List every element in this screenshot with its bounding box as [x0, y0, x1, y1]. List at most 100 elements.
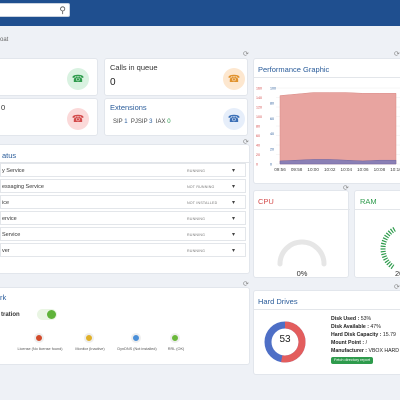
service-row[interactable]: y Service RUNNING ▾: [0, 163, 246, 177]
manufacturer-value: VBOX HARD: [368, 348, 400, 354]
pjsip-value: 3: [149, 119, 153, 125]
iax-label: IAX: [155, 119, 166, 125]
chevron-down-icon[interactable]: ▾: [232, 200, 236, 206]
fetch-directory-report-button[interactable]: Fetch directory report: [331, 357, 374, 364]
y-tick-left: 100: [256, 115, 262, 119]
refresh-icon[interactable]: ⟳: [243, 281, 249, 288]
y-tick-right: 20: [270, 147, 274, 151]
disk-usage-donut: [264, 321, 306, 363]
service-name: ice: [2, 200, 10, 206]
status-panel-title: atus: [2, 151, 17, 160]
service-status: RUNNING: [187, 249, 206, 253]
service-row[interactable]: ver RUNNING ▾: [0, 243, 246, 257]
network-panel-title: rk: [0, 293, 7, 302]
pjsip-label: PJSIP: [130, 119, 148, 125]
license-status-dot: [34, 333, 44, 343]
iax-value: 0: [167, 119, 171, 125]
service-name: y Service: [2, 168, 25, 174]
service-status: RUNNING: [187, 233, 206, 237]
cpu-title: CPU: [258, 197, 274, 206]
performance-title: Performance Graphic: [258, 65, 330, 74]
hard-drives-title: Hard Drives: [258, 297, 298, 306]
calls-card: ☎: [0, 58, 98, 96]
chevron-down-icon[interactable]: ▾: [232, 168, 236, 174]
y-tick-right: 100: [270, 87, 276, 91]
sip-value: 1: [124, 119, 128, 125]
y-tick-right: 0: [270, 163, 272, 167]
extensions-counts: SIP 1 PJSIP 3 IAX 0: [113, 119, 171, 125]
y-tick-right: 80: [270, 102, 274, 106]
service-row[interactable]: ervice RUNNING ▾: [0, 211, 246, 225]
phone-missed-icon: ☎: [67, 108, 89, 130]
service-row[interactable]: essaging Service NOT RUNNING ▾: [0, 179, 246, 193]
x-tick-label: 10:00: [307, 167, 319, 172]
refresh-icon[interactable]: ⟳: [343, 185, 349, 192]
capacity-label: Hard Disk Capacity :: [331, 332, 382, 338]
phone-icon: ☎: [223, 68, 245, 90]
manufacturer-label: Manufacturer :: [331, 348, 368, 354]
missed-calls-card: 0 ☎: [0, 98, 98, 136]
toggle-knob: [47, 310, 56, 319]
refresh-icon[interactable]: ⟳: [243, 51, 249, 58]
disk-used-arc: [264, 321, 306, 363]
service-name: ervice: [2, 216, 17, 222]
x-tick-label: 10:06: [357, 167, 369, 172]
ram-panel: RAM 20: [354, 190, 400, 278]
registration-label: tration: [1, 312, 20, 318]
license-label: Monitor (Inactive): [75, 347, 105, 351]
manufacturer-row: Manufacturer : VBOX HARD: [331, 348, 399, 354]
extensions-card: Extensions SIP 1 PJSIP 3 IAX 0 ☎: [104, 98, 248, 136]
x-tick-label: 09:56: [274, 167, 286, 172]
network-panel: rk tration: [0, 287, 250, 365]
search-icon[interactable]: ⚲: [59, 5, 66, 15]
y-tick-right: 40: [270, 132, 274, 136]
cpu-gauge: [277, 239, 327, 267]
license-status-dot: [84, 333, 94, 343]
service-status: NOT INSTALLED: [187, 201, 218, 205]
chevron-down-icon[interactable]: ▾: [232, 248, 236, 254]
calls-in-queue-label: Calls in queue: [110, 63, 158, 72]
service-status: NOT RUNNING: [187, 185, 215, 189]
capacity-row: Hard Disk Capacity : 15.79: [331, 332, 396, 338]
service-status: RUNNING: [187, 169, 206, 173]
chevron-down-icon[interactable]: ▾: [232, 184, 236, 190]
ram-title: RAM: [360, 197, 377, 206]
refresh-icon[interactable]: ⟳: [394, 51, 400, 58]
refresh-icon[interactable]: ⟳: [243, 139, 249, 146]
license-status-dot: [131, 333, 141, 343]
y-tick-left: 140: [256, 96, 262, 100]
capacity-value: 15.79: [382, 332, 396, 338]
divider: [254, 77, 400, 78]
chevron-down-icon[interactable]: ▾: [232, 216, 236, 222]
x-tick-label: 10:10: [390, 167, 400, 172]
divider: [254, 209, 350, 210]
y-tick-left: 80: [256, 125, 260, 129]
service-name: essaging Service: [2, 184, 44, 190]
y-tick-left: 40: [256, 144, 260, 148]
disk-used-value: 53%: [360, 316, 372, 322]
cpu-value: 0%: [296, 269, 308, 278]
service-row[interactable]: Service RUNNING ▾: [0, 227, 246, 241]
disk-available-value: 47%: [370, 324, 381, 330]
mount-value: /: [365, 340, 368, 346]
refresh-icon[interactable]: ⟳: [394, 284, 400, 291]
divider: [0, 162, 251, 163]
y-tick-left: 0: [256, 163, 258, 167]
phone-icon: ☎: [67, 68, 89, 90]
phone-icon: ☎: [223, 108, 245, 130]
y-tick-right: 60: [270, 117, 274, 121]
breadcrumb: oat: [0, 37, 9, 43]
mount-label: Mount Point :: [331, 340, 365, 346]
service-row[interactable]: ice NOT INSTALLED ▾: [0, 195, 246, 209]
service-name: Service: [2, 232, 21, 238]
search-input[interactable]: ⚲: [0, 3, 70, 17]
ram-gauge: [380, 226, 397, 270]
mount-row: Mount Point : /: [331, 340, 367, 346]
service-status: RUNNING: [187, 217, 206, 221]
y-tick-left: 160: [256, 87, 262, 91]
cpu-panel: CPU 0%: [253, 190, 350, 278]
registration-toggle[interactable]: [37, 309, 57, 320]
chevron-down-icon[interactable]: ▾: [232, 232, 236, 238]
service-name: ver: [2, 248, 10, 254]
x-tick-label: 10:08: [374, 167, 386, 172]
